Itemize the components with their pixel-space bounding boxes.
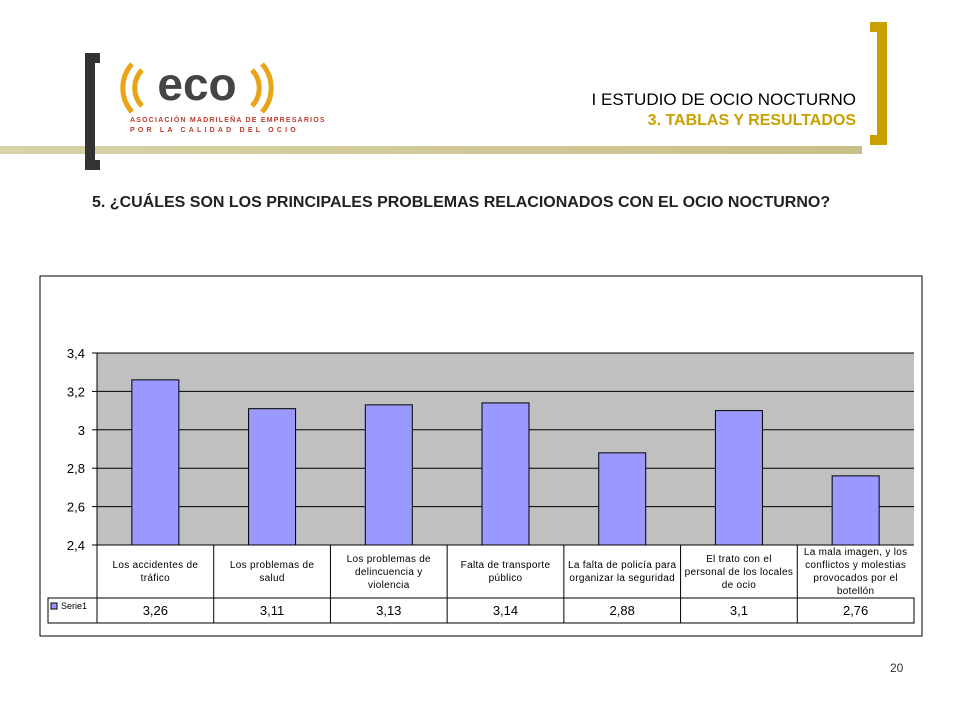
value-label: 3,13: [376, 603, 402, 618]
slide-title: I ESTUDIO DE OCIO NOCTURNO: [592, 90, 856, 109]
question: 5. ¿CUÁLES SON LOS PRINCIPALES PROBLEMAS…: [92, 194, 831, 211]
value-label: 2,88: [609, 603, 635, 618]
y-tick-label: 3,2: [67, 384, 85, 399]
y-tick-label: 2,8: [67, 461, 85, 476]
slide-subtitle: 3. TABLAS Y RESULTADOS: [648, 112, 857, 129]
y-tick-label: 3,4: [67, 346, 85, 361]
logo-line: ASOCIACIÓN MADRILEÑA DE EMPRESARIOS: [130, 115, 326, 124]
y-tick-label: 3: [78, 423, 85, 438]
bar: [831, 475, 880, 546]
value-label: 3,26: [142, 603, 168, 618]
bar: [131, 379, 180, 546]
x-tick-label: Falta de transporte público: [460, 560, 551, 584]
right-bracket: [870, 22, 887, 145]
value-label: 3,14: [492, 603, 519, 618]
x-tick-label: Los accidentes de tráfico: [112, 560, 199, 584]
left-bracket: [85, 53, 100, 170]
bar: [481, 402, 530, 546]
logo-line: POR LA CALIDAD DEL OCIO: [130, 127, 299, 134]
logo-text: eco: [157, 58, 236, 110]
bar: [598, 452, 647, 546]
table-row: [47, 597, 915, 624]
x-tick-label: Los problemas de salud: [229, 560, 315, 584]
header-rule: [0, 146, 862, 154]
x-tick-label: Los problemas de delincuencia y violenci…: [346, 553, 431, 591]
page-number: 20: [890, 661, 904, 675]
bar: [248, 408, 297, 546]
legend-swatch: [50, 602, 58, 610]
x-tick-label: La mala imagen, y los conflictos y moles…: [803, 547, 908, 597]
bar: [714, 410, 763, 546]
value-label: 3,11: [259, 603, 285, 618]
y-tick-label: 2,4: [67, 538, 85, 553]
value-label: 2,76: [842, 603, 869, 618]
x-tick-label: El trato con el personal de los locales …: [684, 553, 794, 591]
x-tick-label: La falta de policía para organizar la se…: [568, 560, 677, 584]
logo-waves: [120, 62, 274, 114]
bar: [364, 404, 413, 546]
value-label: 3,1: [729, 603, 748, 618]
legend-label: Serie1: [61, 601, 87, 611]
y-tick-label: 2,6: [67, 500, 85, 515]
